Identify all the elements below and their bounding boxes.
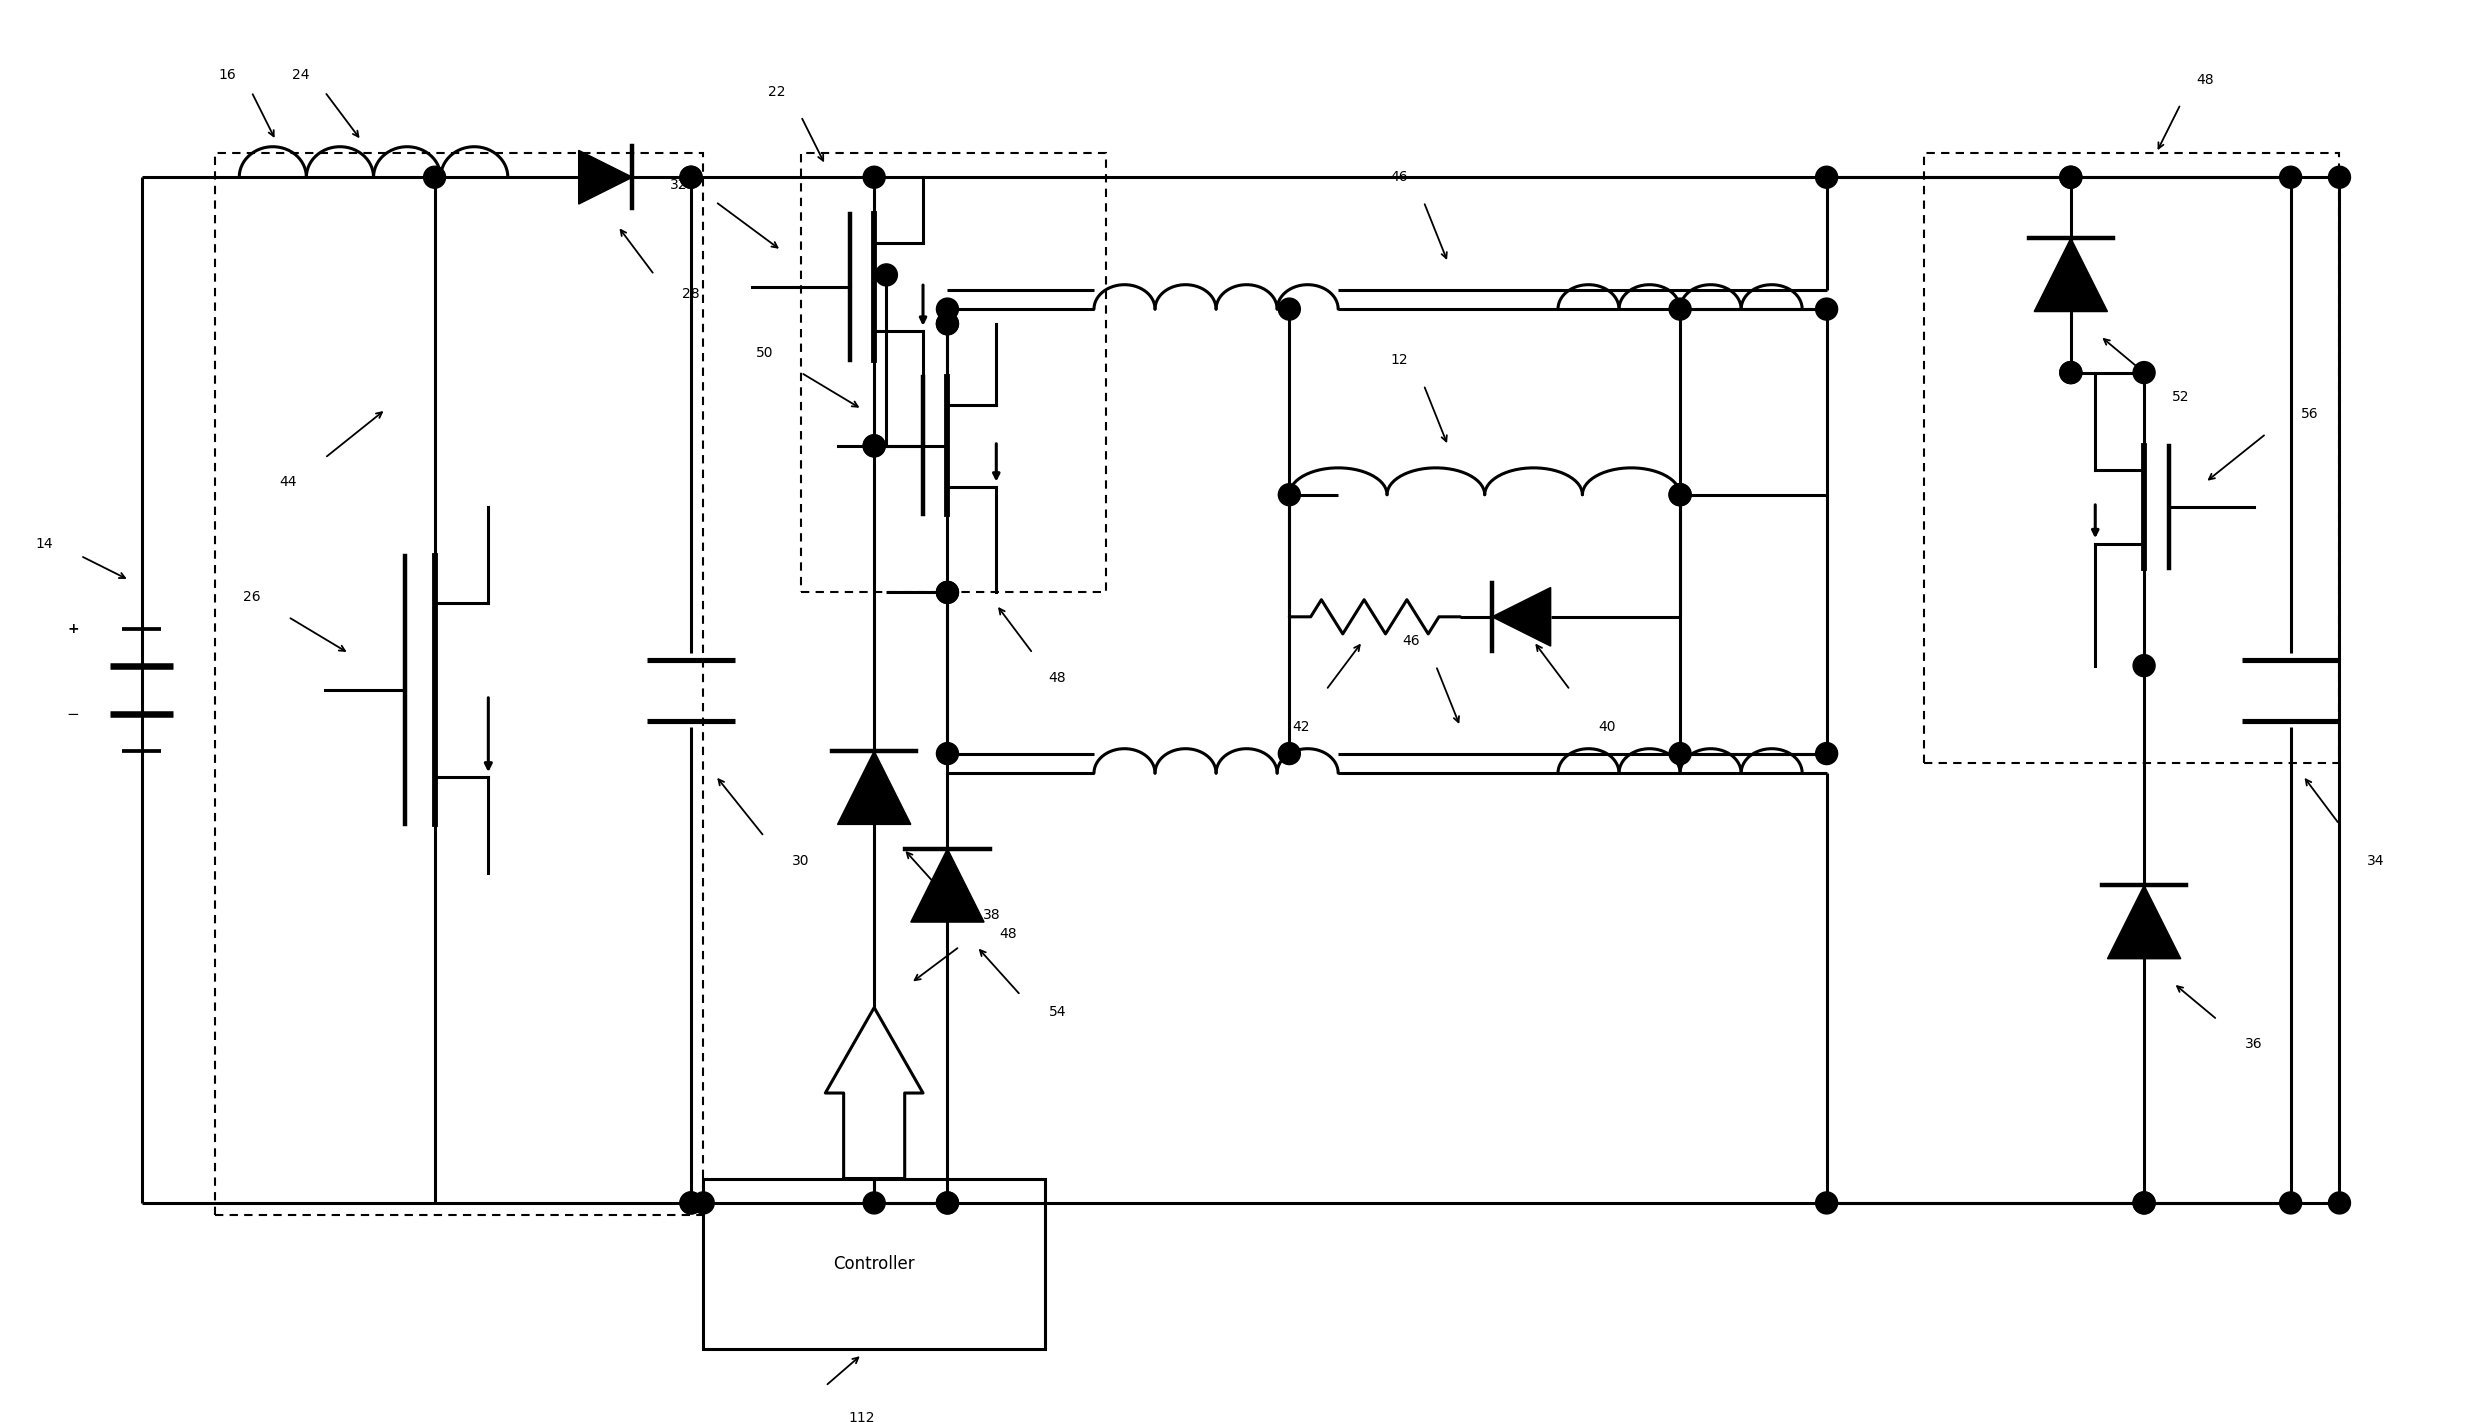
Text: 22: 22	[767, 85, 786, 98]
Circle shape	[2280, 166, 2302, 188]
Circle shape	[680, 1192, 702, 1214]
Polygon shape	[578, 151, 633, 205]
Circle shape	[863, 1192, 886, 1214]
Circle shape	[692, 1192, 715, 1214]
Circle shape	[863, 435, 886, 456]
Text: 50: 50	[757, 346, 774, 360]
Circle shape	[2059, 361, 2082, 384]
Bar	[801, 152, 1107, 593]
Circle shape	[935, 742, 958, 765]
Text: 56: 56	[2302, 407, 2320, 421]
Circle shape	[2059, 361, 2082, 384]
Bar	[702, 1179, 1045, 1349]
Circle shape	[935, 582, 958, 603]
Circle shape	[1670, 742, 1692, 765]
Circle shape	[680, 166, 702, 188]
Text: 54: 54	[1049, 1005, 1067, 1020]
Circle shape	[1278, 299, 1300, 320]
Polygon shape	[2034, 239, 2106, 311]
Circle shape	[1670, 483, 1692, 506]
Text: 14: 14	[35, 536, 52, 550]
Circle shape	[2059, 166, 2082, 188]
Circle shape	[424, 166, 447, 188]
Circle shape	[1278, 483, 1300, 506]
Circle shape	[2134, 654, 2156, 677]
Circle shape	[935, 582, 958, 603]
Polygon shape	[826, 1008, 923, 1179]
Circle shape	[2280, 1192, 2302, 1214]
Circle shape	[1278, 742, 1300, 765]
Polygon shape	[1491, 587, 1551, 646]
Polygon shape	[911, 849, 985, 921]
Circle shape	[2330, 1192, 2350, 1214]
Text: 30: 30	[791, 855, 809, 867]
Circle shape	[680, 166, 702, 188]
Text: 46: 46	[1389, 171, 1409, 185]
Text: 34: 34	[2367, 855, 2384, 867]
Circle shape	[1816, 166, 1838, 188]
Text: 48: 48	[2196, 73, 2213, 87]
Text: 40: 40	[1598, 720, 1615, 734]
Text: 48: 48	[1000, 927, 1017, 941]
Circle shape	[2134, 361, 2156, 384]
Circle shape	[1816, 1192, 1838, 1214]
Circle shape	[935, 1192, 958, 1214]
Circle shape	[1816, 742, 1838, 765]
Circle shape	[2134, 1192, 2156, 1214]
Circle shape	[1816, 299, 1838, 320]
Polygon shape	[2106, 886, 2181, 958]
Circle shape	[863, 166, 886, 188]
Text: 28: 28	[682, 287, 700, 301]
Circle shape	[2059, 166, 2082, 188]
Text: 26: 26	[243, 590, 261, 604]
Text: 48: 48	[1049, 671, 1067, 685]
Text: 24: 24	[293, 68, 310, 81]
Circle shape	[935, 1192, 958, 1214]
Circle shape	[876, 264, 898, 286]
Bar	[216, 152, 702, 1216]
Circle shape	[680, 1192, 702, 1214]
Text: 38: 38	[982, 907, 1000, 921]
Circle shape	[935, 313, 958, 334]
Text: 36: 36	[2245, 1037, 2263, 1051]
Text: 46: 46	[1402, 634, 1419, 648]
Circle shape	[2134, 1192, 2156, 1214]
Text: Controller: Controller	[834, 1256, 915, 1273]
Text: 52: 52	[2171, 390, 2188, 404]
Text: 32: 32	[670, 178, 687, 192]
Text: 12: 12	[1389, 354, 1409, 367]
Circle shape	[935, 313, 958, 334]
Circle shape	[935, 299, 958, 320]
Text: 112: 112	[849, 1411, 876, 1422]
Text: +: +	[67, 621, 79, 636]
Text: −: −	[67, 707, 79, 722]
Circle shape	[2330, 166, 2350, 188]
Text: 44: 44	[280, 475, 298, 489]
Polygon shape	[839, 751, 911, 825]
Text: 42: 42	[1293, 720, 1310, 734]
Circle shape	[1670, 299, 1692, 320]
Circle shape	[1670, 483, 1692, 506]
Circle shape	[863, 435, 886, 456]
Bar	[1925, 152, 2340, 764]
Text: 16: 16	[218, 68, 236, 81]
